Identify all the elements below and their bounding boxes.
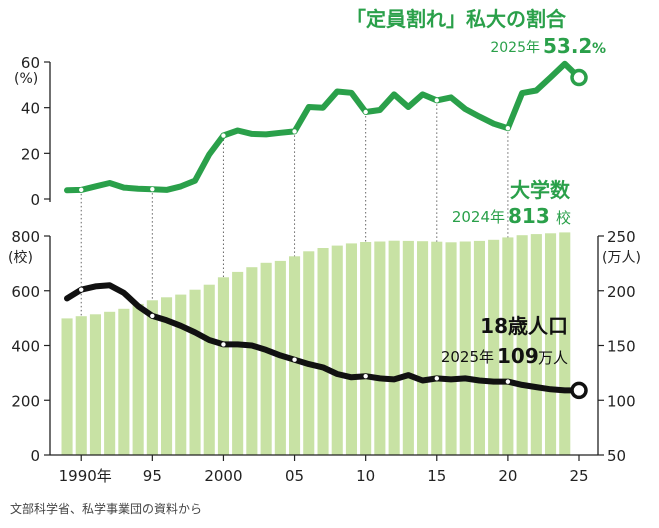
univ-y-tick-label: 200 [11, 392, 40, 410]
univ-bar [459, 241, 471, 455]
population-tick-point [221, 342, 226, 347]
ratio-tick-point [292, 129, 297, 134]
population-y-tick-label: 200 [607, 283, 636, 301]
univ-bar [502, 237, 514, 455]
ratio-annotation-value: 53.2 [543, 34, 592, 58]
x-tick-label: 2000 [204, 467, 242, 485]
population-tick-point [150, 313, 155, 319]
x-tick-label: 05 [285, 467, 304, 485]
univ-bar [189, 289, 201, 455]
population-chart-title: 18歳人口 [480, 314, 568, 338]
population-annotation-value: 109 [497, 344, 539, 368]
univ-bar [417, 241, 429, 455]
univ-bar [203, 284, 215, 455]
univ-bar [89, 314, 101, 455]
univ-y-tick-label: 400 [11, 338, 40, 356]
univ-bar [161, 297, 173, 455]
ratio-annotation-prefix: 2025年 [490, 40, 540, 56]
ratio-unit-label: (%) [14, 71, 38, 87]
univ-y-tick-label: 800 [11, 228, 40, 246]
univ-bar [530, 234, 542, 455]
ratio-y-tick-label: 0 [30, 191, 40, 209]
univ-bar [132, 303, 144, 455]
axes [44, 61, 604, 461]
ratio-line-layer [64, 60, 588, 194]
univ-bar [388, 240, 400, 455]
univ-bar [61, 318, 73, 455]
population-annotation-prefix: 2025年 [441, 348, 494, 366]
univ-bar [104, 311, 116, 455]
univ-bar [488, 239, 500, 455]
univ-bar [402, 240, 414, 455]
population-tick-point [505, 379, 511, 384]
population-tick-point [434, 376, 439, 381]
univ-annotation-value: 813 [508, 204, 550, 228]
x-tick-label: 95 [143, 467, 162, 485]
univ-bar [374, 241, 386, 455]
univ-bars [61, 232, 571, 455]
ratio-chart-title: 「定員割れ」私大の割合 [346, 7, 567, 31]
x-tick-label: 20 [498, 467, 517, 485]
univ-bar [289, 256, 301, 455]
ratio-tick-point [363, 109, 368, 115]
ratio-tick-point [434, 98, 439, 103]
population-y-tick-label: 50 [607, 447, 626, 465]
population-annotation-unit: 万人 [538, 349, 568, 367]
population-line-layer [64, 282, 588, 400]
ratio-tick-point [221, 133, 226, 138]
univ-bar [473, 240, 485, 455]
univ-unit-label: (校) [8, 249, 33, 266]
univ-y-tick-label: 0 [30, 447, 40, 465]
univ-bar [445, 242, 457, 455]
ratio-y-tick-label: 20 [21, 145, 40, 163]
ratio-annotation-unit: % [592, 41, 606, 57]
ratio-series-line [64, 60, 582, 194]
x-tick-label: 25 [569, 467, 588, 485]
univ-bar [146, 300, 158, 455]
ratio-y-tick-label: 60 [21, 54, 40, 72]
univ-bar [331, 245, 343, 455]
univ-bar [217, 277, 229, 455]
ratio-tick-point [150, 186, 155, 192]
univ-bar [317, 248, 329, 455]
univ-annotation-unit: 校 [556, 209, 571, 227]
univ-bar [246, 267, 258, 455]
univ-bar [345, 243, 357, 455]
ratio-end-point [570, 68, 588, 87]
population-unit-label: (万人) [602, 250, 641, 266]
univ-bar [118, 308, 130, 455]
population-tick-point [292, 357, 297, 362]
univ-bar [175, 294, 187, 455]
x-tick-label: 10 [356, 467, 375, 485]
ratio-y-tick-label: 40 [21, 100, 40, 118]
population-y-tick-label: 250 [607, 228, 636, 246]
population-tick-point [363, 373, 368, 379]
population-tick-point [79, 287, 84, 292]
univ-bar [303, 251, 315, 455]
x-tick-label: 1990年 [59, 467, 112, 485]
population-y-tick-label: 150 [607, 338, 636, 356]
univ-y-tick-label: 600 [11, 283, 40, 301]
univ-bar [516, 235, 528, 455]
source-note: 文部科学省、私学事業団の資料から [10, 501, 202, 516]
univ-bar [545, 233, 557, 455]
x-tick-label: 15 [427, 467, 446, 485]
univ-bar [232, 271, 244, 455]
univ-bar [360, 242, 372, 455]
univ-bar [559, 232, 571, 455]
ratio-tick-point [79, 187, 84, 193]
population-y-tick-label: 100 [607, 392, 636, 410]
univ-bar [75, 316, 87, 455]
univ-bar [431, 241, 443, 455]
ratio-tick-point [505, 126, 511, 131]
univ-annotation-prefix: 2024年 [452, 208, 505, 226]
univ-bar [260, 262, 272, 455]
univ-chart-title: 大学数 [510, 178, 571, 202]
population-end-point [570, 381, 588, 400]
